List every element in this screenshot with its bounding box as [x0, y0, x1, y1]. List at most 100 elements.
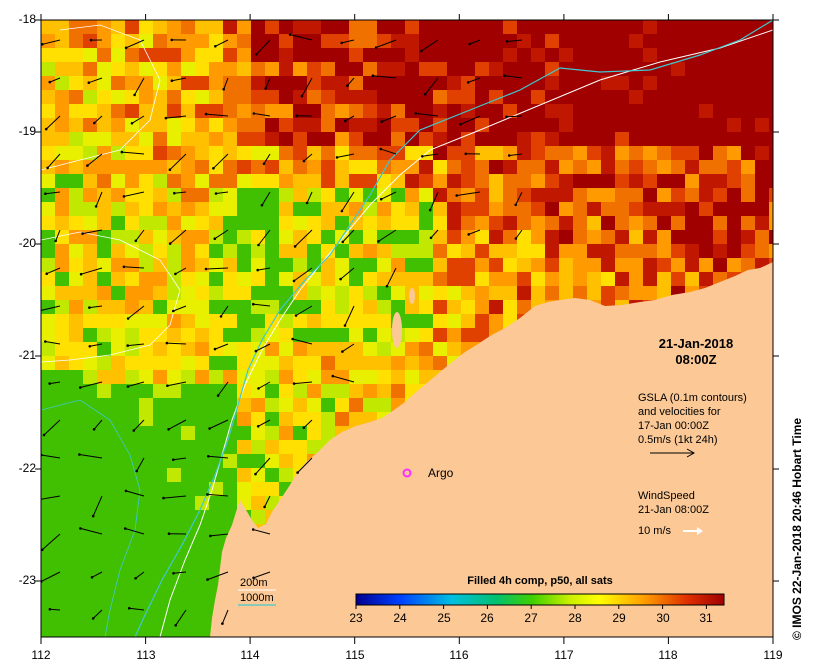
sst-cell — [195, 440, 209, 454]
sst-cell — [321, 258, 335, 272]
sst-cell — [573, 216, 587, 230]
sst-cell — [209, 244, 223, 258]
sst-cell — [55, 342, 69, 356]
velocity-arrow — [303, 153, 313, 162]
colorbar-tick-label: 30 — [656, 611, 670, 625]
sst-cell — [489, 300, 503, 314]
sst-cell — [279, 636, 293, 637]
velocity-arrow — [87, 153, 103, 166]
sst-cell — [377, 272, 391, 286]
sst-cell — [125, 538, 139, 552]
sst-cell — [601, 272, 615, 286]
sst-cell — [657, 132, 671, 146]
sst-cell — [447, 118, 461, 132]
sst-cell — [223, 160, 237, 174]
velocity-arrow — [123, 191, 145, 197]
sst-cell — [391, 216, 405, 230]
sst-cell — [83, 174, 97, 188]
sst-cell — [153, 132, 167, 146]
sst-cell — [629, 20, 643, 34]
sst-cell — [475, 300, 489, 314]
velocity-arrow-head — [87, 81, 91, 84]
sst-cell — [265, 188, 279, 202]
sst-cell — [111, 510, 125, 524]
velocity-arrow-head — [379, 197, 383, 201]
sst-cell — [433, 90, 447, 104]
velocity-arrow-head — [41, 548, 44, 552]
sst-cell — [671, 272, 685, 286]
sst-cell — [251, 146, 265, 160]
sst-cell — [391, 300, 405, 314]
sst-cell — [237, 160, 251, 174]
sst-cell — [405, 76, 419, 90]
sst-cell — [209, 496, 223, 510]
sst-cell — [97, 356, 111, 370]
sst-cell — [195, 412, 209, 426]
sst-cell — [713, 202, 727, 216]
sst-cell — [559, 118, 573, 132]
sst-cell — [69, 398, 83, 412]
sst-cell — [195, 622, 209, 636]
sst-cell — [643, 90, 657, 104]
sst-cell — [265, 160, 279, 174]
sst-cell — [489, 216, 503, 230]
sst-cell — [321, 48, 335, 62]
wind-line: WindSpeed — [638, 490, 695, 502]
sst-cell — [517, 230, 531, 244]
sst-cell — [335, 300, 349, 314]
sst-cell — [489, 48, 503, 62]
sst-cell — [237, 230, 251, 244]
sst-cell — [391, 104, 405, 118]
sst-cell — [741, 146, 755, 160]
velocity-arrow-head — [429, 236, 433, 240]
sst-cell — [335, 286, 349, 300]
colorbar-tick-label: 27 — [524, 611, 538, 625]
sst-cell — [657, 48, 671, 62]
sst-cell — [153, 468, 167, 482]
velocity-arrow — [253, 113, 271, 117]
sst-cell — [279, 384, 293, 398]
velocity-arrow-head — [340, 41, 344, 45]
sst-cell — [489, 258, 503, 272]
sst-cell — [419, 342, 433, 356]
sst-cell — [97, 48, 111, 62]
sst-cell — [307, 244, 321, 258]
sst-cell — [265, 76, 279, 90]
sst-cell — [419, 188, 433, 202]
sst-cell — [223, 244, 237, 258]
sst-cell — [307, 202, 321, 216]
sst-cell — [125, 90, 139, 104]
sst-cell — [69, 146, 83, 160]
sst-cell — [181, 90, 195, 104]
sst-cell — [265, 370, 279, 384]
sst-cell — [41, 258, 55, 272]
sst-cell — [377, 356, 391, 370]
sst-cell — [83, 636, 97, 637]
velocity-arrow-head — [41, 43, 44, 46]
sst-cell — [97, 482, 111, 496]
sst-cell — [671, 174, 685, 188]
y-tick-label: -18 — [18, 12, 36, 26]
sst-cell — [587, 272, 601, 286]
sst-cell — [223, 482, 237, 496]
velocity-arrow-head — [379, 147, 383, 151]
sst-cell — [433, 104, 447, 118]
sst-cell — [615, 244, 629, 258]
sst-cell — [293, 314, 307, 328]
sst-cell — [643, 202, 657, 216]
sst-cell — [517, 160, 531, 174]
velocity-arrow-head — [170, 79, 174, 82]
sst-cell — [335, 132, 349, 146]
sst-cell — [573, 244, 587, 258]
sst-cell — [167, 496, 181, 510]
sst-cell — [713, 90, 727, 104]
sst-cell — [601, 244, 615, 258]
sst-cell — [769, 174, 773, 188]
sst-cell — [167, 146, 181, 160]
colorbar-tick-label: 26 — [480, 611, 494, 625]
velocity-arrow-head — [130, 122, 134, 125]
velocity-arrow-head — [252, 302, 255, 306]
velocity-arrow-head — [134, 239, 138, 243]
sst-cell — [265, 132, 279, 146]
velocity-arrow-head — [209, 534, 212, 538]
